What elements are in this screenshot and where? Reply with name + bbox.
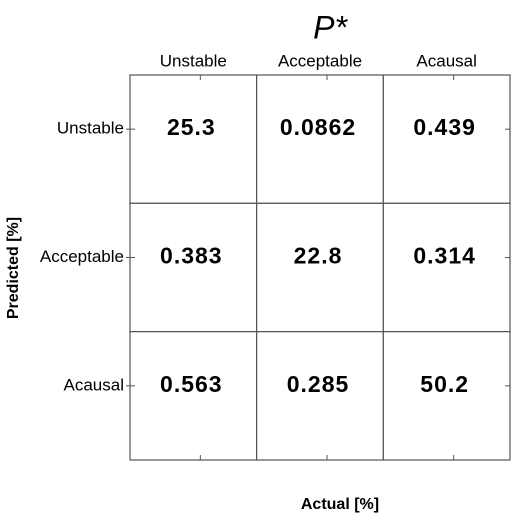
matrix-cell <box>129 202 258 333</box>
matrix-cell <box>129 74 258 204</box>
cell-value: 0.314 <box>413 243 476 269</box>
matrix-cell <box>382 202 511 333</box>
matrix-cell <box>129 331 258 461</box>
x-axis-label: Actual [%] <box>301 496 379 513</box>
cell-value: 22.8 <box>294 243 343 269</box>
y-axis-label: Predicted [%] <box>5 217 22 319</box>
x-tick-label: Acceptable <box>278 51 362 70</box>
matrix-cell <box>256 331 384 461</box>
matrix-cell <box>256 74 384 204</box>
y-tick-label: Acausal <box>64 375 124 394</box>
chart-title: P* <box>313 9 348 45</box>
matrix-cell <box>382 331 511 461</box>
cell-value: 0.439 <box>413 114 476 140</box>
cell-value: 0.285 <box>287 371 350 397</box>
cell-value: 0.563 <box>160 371 223 397</box>
cell-value: 0.0862 <box>280 114 356 140</box>
y-tick-label: Acceptable <box>40 247 124 266</box>
matrix-cell <box>382 74 511 204</box>
cell-value: 0.383 <box>160 243 223 269</box>
y-tick-label: Unstable <box>57 119 124 138</box>
matrix-cell <box>256 202 384 333</box>
x-tick-label: Acausal <box>416 51 476 70</box>
x-tick-label: Unstable <box>160 51 227 70</box>
cell-value: 50.2 <box>420 371 469 397</box>
cell-value: 25.3 <box>167 114 216 140</box>
